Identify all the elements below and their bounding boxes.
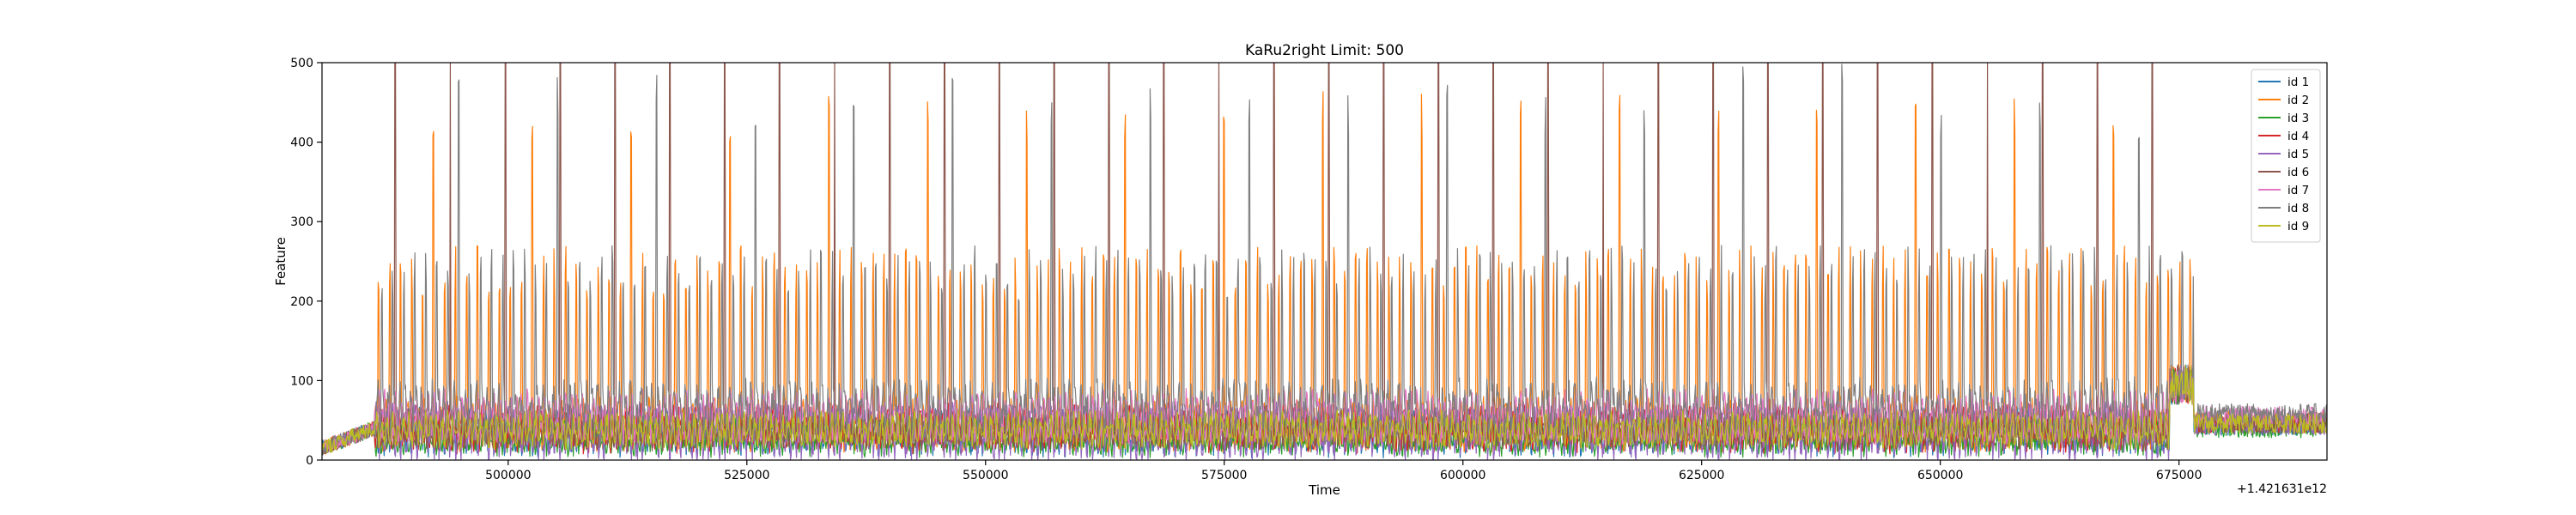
series-line-id-7 xyxy=(322,366,2327,453)
y-axis-label: Feature xyxy=(273,237,289,286)
x-tick-label: 650000 xyxy=(1917,469,1963,482)
legend-label: id 8 xyxy=(2287,202,2309,215)
series-line-id-8 xyxy=(322,64,2327,456)
legend-label: id 1 xyxy=(2287,76,2309,89)
legend-label: id 7 xyxy=(2287,184,2309,197)
plot-frame xyxy=(321,62,2328,461)
y-tick-label: 300 xyxy=(290,215,313,229)
x-tick-label: 550000 xyxy=(963,469,1008,482)
x-tick-label: 625000 xyxy=(1679,469,1724,482)
y-tick-label: 400 xyxy=(290,136,313,150)
chart-title: KaRu2right Limit: 500 xyxy=(1245,42,1404,59)
legend-box xyxy=(2251,69,2321,243)
x-tick-label: 600000 xyxy=(1440,469,1485,482)
legend-label: id 5 xyxy=(2287,148,2309,161)
x-tick-label: 500000 xyxy=(485,469,531,482)
series-line-id-9 xyxy=(322,364,2327,453)
y-tick-label: 500 xyxy=(290,57,313,70)
series-layer xyxy=(322,63,2327,460)
legend-label: id 4 xyxy=(2287,130,2309,143)
x-tick-label: 525000 xyxy=(724,469,769,482)
legend-label: id 2 xyxy=(2287,94,2309,107)
y-tick-label: 0 xyxy=(306,454,313,468)
x-tick-label: 575000 xyxy=(1201,469,1247,482)
legend-label: id 6 xyxy=(2287,166,2309,179)
x-axis-offset-label: +1.421631e12 xyxy=(2237,482,2327,496)
legend-label: id 3 xyxy=(2287,112,2309,125)
legend: id 1 id 2 id 3 id 4 id 5 id 6 id 7 id 8 id 9 xyxy=(2251,69,2321,243)
y-axis: 0 100 200 300 400 500 xyxy=(290,57,322,468)
legend-label: id 9 xyxy=(2287,220,2309,233)
y-tick-label: 100 xyxy=(290,374,313,388)
x-axis-label: Time xyxy=(1308,482,1340,498)
x-tick-label: 675000 xyxy=(2156,469,2202,482)
x-axis: 500000 525000 550000 575000 600000 625000 6500… xyxy=(485,460,2202,482)
y-tick-label: 200 xyxy=(290,295,313,309)
